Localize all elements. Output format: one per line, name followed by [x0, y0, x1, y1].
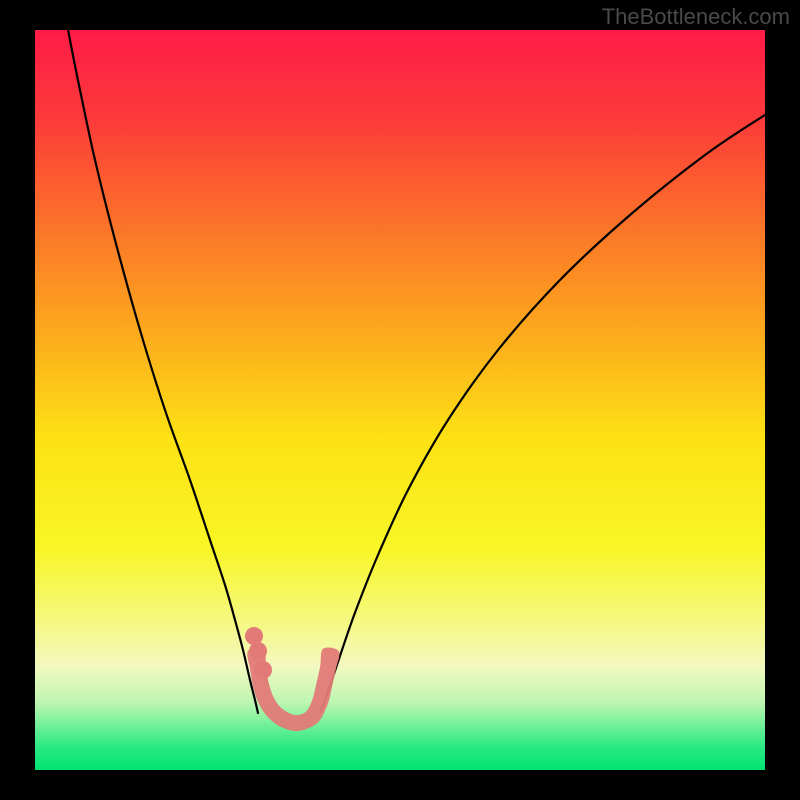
- plot-area: [35, 30, 765, 770]
- bottleneck-chart-svg: [0, 0, 800, 800]
- left-dot: [254, 661, 272, 679]
- left-dot: [249, 642, 267, 660]
- watermark: TheBottleneck.com: [602, 4, 790, 30]
- chart-canvas: TheBottleneck.com: [0, 0, 800, 800]
